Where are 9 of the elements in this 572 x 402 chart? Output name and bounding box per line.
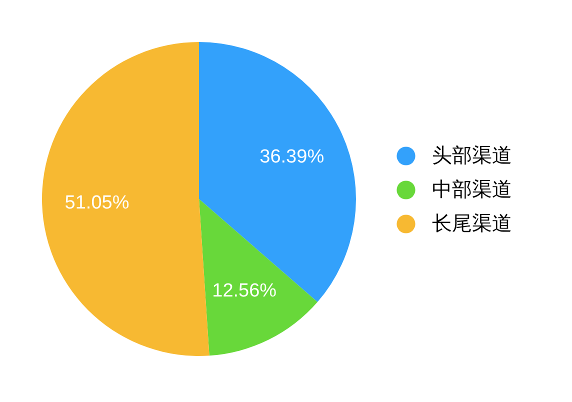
legend-label: 长尾渠道 bbox=[432, 213, 512, 235]
data-label: 51.05% bbox=[64, 192, 130, 214]
legend-label: 中部渠道 bbox=[432, 179, 512, 201]
legend-label: 头部渠道 bbox=[432, 145, 512, 167]
pie-slice bbox=[199, 42, 356, 302]
pie-slice bbox=[42, 42, 210, 356]
pie-slice bbox=[199, 199, 318, 356]
data-label: 12.56% bbox=[212, 280, 277, 302]
data-label: 36.39% bbox=[260, 146, 324, 168]
